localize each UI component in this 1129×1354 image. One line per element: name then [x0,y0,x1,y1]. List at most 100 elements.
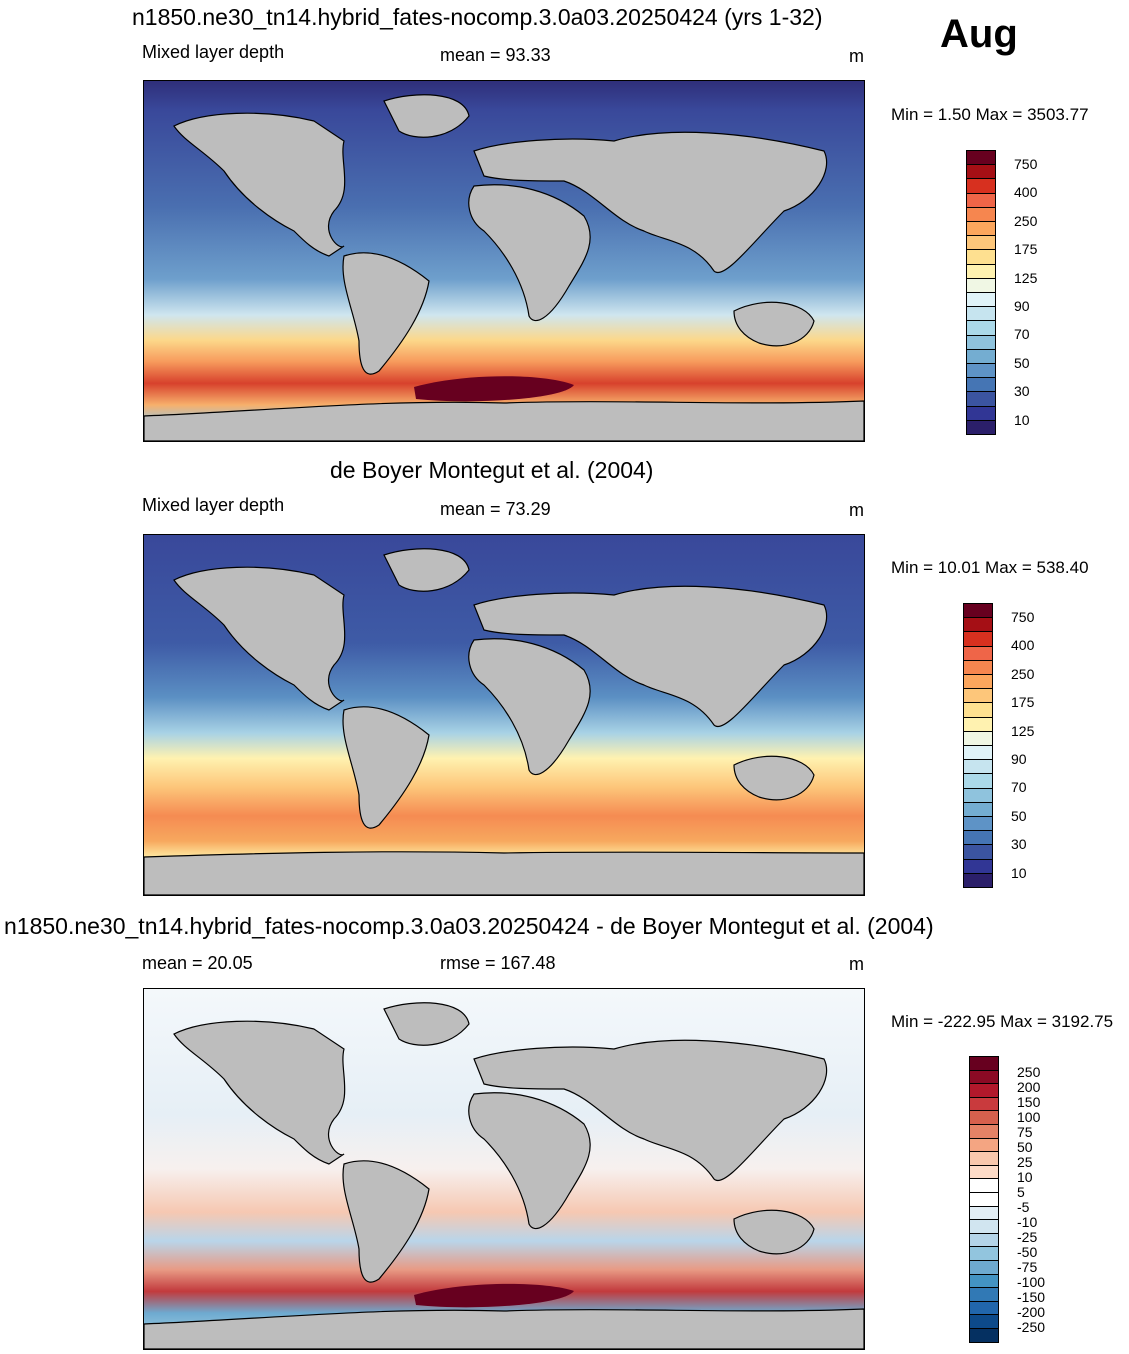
colorbar-box [969,1096,999,1112]
panel3-minmax: Min = -222.95 Max = 3192.75 [891,1012,1114,1031]
world-map-land-icon [144,1002,864,1349]
panel2-title: de Boyer Montegut et al. (2004) [330,457,654,483]
colorbar-label: 200 [1017,1079,1041,1095]
colorbar-box [966,263,996,279]
colorbar-box [963,645,993,661]
colorbar-box [963,702,993,718]
colorbar-label: -5 [1017,1199,1030,1215]
colorbar-box [969,1219,999,1234]
colorbar-label: 10 [1017,1169,1033,1185]
colorbar-box [969,1246,999,1261]
panel2-variable: Mixed layer depth [142,495,285,515]
panel1-colorbar: 750 400 250 175 125 90 70 50 30 10 [966,150,1086,435]
colorbar-box [966,348,996,364]
colorbar-box [969,1314,999,1329]
colorbar-box [966,306,996,322]
colorbar-box [963,773,993,789]
colorbar-label: 150 [1017,1094,1041,1110]
colorbar-box [963,631,993,647]
colorbar-box [966,377,996,393]
colorbar-box [963,830,993,846]
colorbar-label: 70 [1011,779,1027,796]
colorbar-box [969,1205,999,1221]
colorbar-box [963,745,993,761]
colorbar-label: -150 [1017,1289,1046,1305]
colorbar-box [963,858,993,874]
panel1-title: n1850.ne30_tn14.hybrid_fates-nocomp.3.0a… [132,4,823,30]
colorbar-box [969,1260,999,1275]
panel1-units: m [849,46,864,66]
colorbar-label: -75 [1017,1259,1038,1275]
colorbar-box [963,872,993,888]
antarctic-anomaly-region [414,376,574,402]
colorbar-box [969,1300,999,1316]
colorbar-label: -50 [1017,1244,1038,1260]
panel1-map [143,80,865,442]
world-map-land-icon [144,548,864,895]
colorbar-box [966,235,996,251]
colorbar-label: 50 [1017,1139,1033,1155]
colorbar-label: 125 [1011,722,1035,739]
month-label: Aug [940,12,1018,56]
colorbar-box [969,1328,999,1343]
colorbar-box [966,249,996,265]
colorbar-box [969,1110,999,1125]
colorbar-label: 400 [1011,637,1035,654]
colorbar-label: -10 [1017,1214,1038,1230]
colorbar-box [969,1069,999,1085]
panel1-mean: mean = 93.33 [440,45,551,65]
colorbar-label: 25 [1017,1154,1033,1170]
colorbar-label: 5 [1017,1184,1025,1200]
panel3-mean: mean = 20.05 [142,953,253,973]
colorbar-box [966,391,996,407]
colorbar-box [969,1056,999,1071]
colorbar-box [969,1083,999,1098]
colorbar-box [966,277,996,293]
colorbar-box [966,192,996,208]
colorbar-box [966,164,996,180]
panel2-colorbar: 750 400 250 175 125 90 70 50 30 10 [963,603,1083,888]
colorbar-box [966,363,996,379]
colorbar-box [963,674,993,690]
world-map-land-icon [144,94,864,441]
colorbar-label: -25 [1017,1229,1038,1245]
colorbar-box [966,221,996,237]
colorbar-label: 10 [1014,411,1030,428]
colorbar-label: 175 [1014,241,1038,258]
colorbar-box [966,150,996,166]
colorbar-box [969,1151,999,1166]
colorbar-box [966,334,996,350]
colorbar-box [966,178,996,194]
colorbar-box [963,716,993,732]
panel2-mean: mean = 73.29 [440,499,551,519]
colorbar-label: 250 [1017,1064,1041,1080]
colorbar-label: -200 [1017,1304,1046,1320]
colorbar-box [966,405,996,421]
colorbar-box [963,844,993,860]
colorbar-label: 50 [1014,354,1030,371]
colorbar-box [963,688,993,704]
colorbar-label: 10 [1011,864,1027,881]
colorbar-box [966,419,996,435]
colorbar-box [966,292,996,308]
panel3-colorbar: 250 200 150 100 75 50 25 10 5 -5 -10 -25 -50 -75 -100-… [969,1056,1089,1343]
colorbar-box [969,1192,999,1207]
colorbar-box [969,1178,999,1193]
colorbar-box [969,1232,999,1248]
colorbar-label: 50 [1011,807,1027,824]
colorbar-box [963,730,993,746]
colorbar-box [963,801,993,817]
colorbar-label: 90 [1011,751,1027,767]
colorbar-label: 90 [1014,298,1030,314]
colorbar-label: 70 [1014,326,1030,343]
colorbar-box [966,206,996,222]
panel2-minmax: Min = 10.01 Max = 538.40 [891,558,1089,577]
colorbar-label: -100 [1017,1274,1046,1290]
panel3-units: m [849,954,864,974]
colorbar-box [969,1273,999,1289]
colorbar-label: 175 [1011,694,1035,711]
antarctic-anomaly-region [414,1283,574,1308]
colorbar-box [963,787,993,803]
panel3-title: n1850.ne30_tn14.hybrid_fates-nocomp.3.0a… [4,913,934,939]
colorbar-label: 75 [1017,1124,1033,1140]
